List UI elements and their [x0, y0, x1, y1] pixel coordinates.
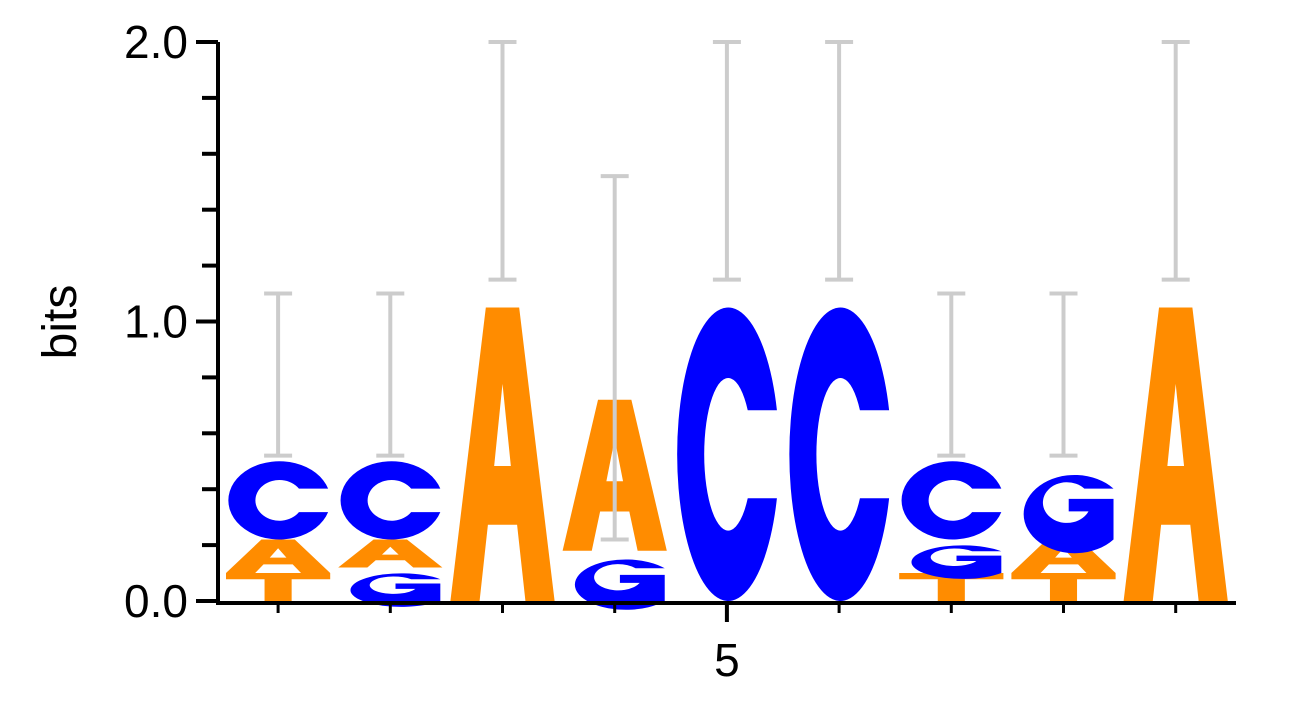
error-bar-pos-2: [376, 291, 405, 458]
y-tick-label: 1.0: [124, 296, 188, 348]
y-tick-label: 2.0: [124, 16, 188, 68]
letter-a-pos-8: [1011, 539, 1116, 574]
letter-c-pos-7: [901, 461, 1002, 540]
error-bars: [264, 40, 1190, 542]
logo-letters: [226, 307, 1228, 610]
error-bar-pos-3: [488, 40, 517, 282]
x-ticks: 5: [276, 603, 1178, 686]
error-bar-pos-9: [1161, 40, 1190, 282]
letter-c-pos-2: [340, 461, 441, 540]
letter-t-pos-1: [226, 573, 331, 601]
letter-c-pos-5: [677, 307, 777, 601]
y-tick-label: 0.0: [124, 575, 188, 627]
letter-c-pos-1: [228, 461, 329, 540]
x-tick-label: 5: [714, 634, 740, 686]
letter-a-pos-1: [226, 539, 331, 574]
error-bar-pos-6: [825, 40, 854, 282]
letter-g-pos-4: [574, 559, 665, 610]
letter-g-pos-2: [350, 573, 441, 607]
error-bar-pos-7: [937, 291, 966, 458]
error-bar-pos-1: [264, 291, 293, 458]
letter-a-pos-4: [562, 399, 667, 551]
letter-t-pos-7: [899, 573, 1004, 601]
letter-g-pos-7: [911, 545, 1002, 579]
error-bar-pos-5: [712, 40, 741, 282]
letter-a-pos-2: [338, 539, 443, 568]
y-axis-label: bits: [34, 285, 87, 360]
error-bar-pos-4: [600, 174, 629, 542]
error-bar-pos-8: [1049, 291, 1078, 458]
letter-g-pos-8: [1023, 474, 1114, 554]
letter-a-pos-9: [1123, 307, 1228, 601]
letter-t-pos-8: [1011, 573, 1116, 601]
letter-c-pos-6: [789, 307, 890, 601]
y-ticks: 0.0 1.0 2.0: [124, 16, 218, 627]
letter-a-pos-3: [450, 307, 555, 601]
